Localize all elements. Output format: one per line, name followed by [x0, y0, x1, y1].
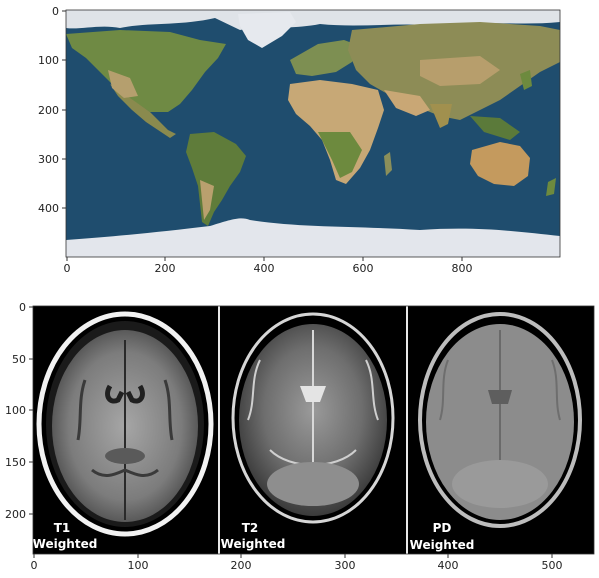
mri-panel: T1 Weighted T2 Weighted PD Weighted 0 10…	[5, 301, 595, 572]
mri-y-tick-label: 200	[5, 508, 26, 521]
southeast-asia	[470, 116, 520, 140]
map-y-tick: 100	[38, 54, 66, 67]
pd-weighted-scan	[418, 312, 582, 528]
mri-x-tick: 100	[128, 554, 149, 572]
mri-y-tick-label: 50	[12, 353, 26, 366]
map-x-tick-label: 0	[64, 262, 71, 275]
mri-x-tick-label: 100	[128, 559, 149, 572]
t2-ventricles	[300, 386, 326, 402]
madagascar	[384, 152, 392, 176]
map-x-tick-label: 400	[254, 262, 275, 275]
new-zealand	[546, 178, 556, 196]
south-america	[186, 132, 246, 226]
mri-x-tick-label: 0	[31, 559, 38, 572]
central-asia-desert	[420, 56, 500, 86]
t2-skull	[231, 312, 395, 524]
greenland	[238, 12, 296, 48]
north-america	[66, 30, 226, 112]
pd-skull	[418, 312, 582, 528]
australia	[470, 142, 530, 186]
mri-x-tick: 200	[231, 554, 252, 572]
us-southwest	[108, 70, 138, 98]
mri-x-tick: 0	[31, 554, 38, 572]
mri-y-tick: 50	[12, 353, 33, 366]
india	[430, 104, 452, 128]
t2-weighted-scan	[231, 312, 395, 524]
antarctica	[66, 218, 560, 257]
t1-skull-ring	[36, 311, 214, 537]
map-y-tick: 300	[38, 153, 66, 166]
mri-y-tick: 100	[5, 404, 33, 417]
pd-ventricles	[488, 390, 512, 404]
mri-frame	[32, 305, 595, 555]
japan	[520, 70, 532, 90]
earth-satellite-map	[66, 10, 560, 257]
t1-weighted-scan	[36, 311, 214, 537]
map-x-tick: 400	[254, 257, 275, 275]
mri-x-tick-label: 400	[438, 559, 459, 572]
map-x-tick: 0	[64, 257, 71, 275]
t2-label-line1: T2	[242, 521, 259, 535]
mri-x-tick: 300	[335, 554, 356, 572]
mri-x-tick-label: 300	[335, 559, 356, 572]
europe	[290, 40, 360, 76]
map-y-tick-label: 300	[38, 153, 59, 166]
pd-label-line1: PD	[433, 521, 452, 535]
t2-label-line2: Weighted	[221, 537, 286, 551]
map-y-tick: 400	[38, 202, 66, 215]
mri-comparison-image: T1 Weighted T2 Weighted PD Weighted	[33, 306, 594, 554]
mri-x-tick: 500	[542, 554, 563, 572]
mri-y-tick: 200	[5, 508, 33, 521]
map-frame	[65, 9, 561, 258]
mri-y-tick-label: 150	[5, 456, 26, 469]
map-y-tick-label: 200	[38, 104, 59, 117]
pd-cerebellum	[452, 460, 548, 508]
map-y-tick-label: 400	[38, 202, 59, 215]
t1-ventricles	[105, 384, 145, 404]
map-axis-ticks: 0 200 400 600 800 0 100 200 300 400	[38, 5, 473, 275]
map-x-tick: 200	[155, 257, 176, 275]
mri-y-tick-label: 100	[5, 404, 26, 417]
t1-sulci	[76, 379, 174, 477]
map-x-tick: 800	[452, 257, 473, 275]
mri-x-tick-label: 500	[542, 559, 563, 572]
mri-axis-ticks: 0 100 200 300 400 500 0 50 100 150 200	[5, 301, 563, 572]
mri-y-tick: 150	[5, 456, 33, 469]
pd-label-line2: Weighted	[410, 538, 475, 552]
t2-cerebellum	[267, 462, 359, 506]
pd-sulci	[439, 359, 561, 421]
map-y-tick: 200	[38, 104, 66, 117]
map-x-tick: 600	[353, 257, 374, 275]
map-y-tick: 0	[52, 5, 66, 18]
map-x-tick-label: 200	[155, 262, 176, 275]
mri-y-tick-label: 0	[19, 301, 26, 314]
mri-x-tick-label: 200	[231, 559, 252, 572]
central-africa	[318, 132, 362, 178]
mri-x-tick: 400	[438, 554, 459, 572]
map-x-tick-label: 800	[452, 262, 473, 275]
patagonia	[200, 180, 214, 220]
world-map-panel: 0 200 400 600 800 0 100 200 300 400	[38, 5, 561, 275]
t1-label-line1: T1	[54, 521, 71, 535]
middle-east	[384, 90, 430, 116]
t1-label-line2: Weighted	[33, 537, 98, 551]
map-y-tick-label: 0	[52, 5, 59, 18]
map-x-tick-label: 600	[353, 262, 374, 275]
map-y-tick-label: 100	[38, 54, 59, 67]
t1-thalamus	[105, 448, 145, 464]
mri-y-tick: 0	[19, 301, 33, 314]
